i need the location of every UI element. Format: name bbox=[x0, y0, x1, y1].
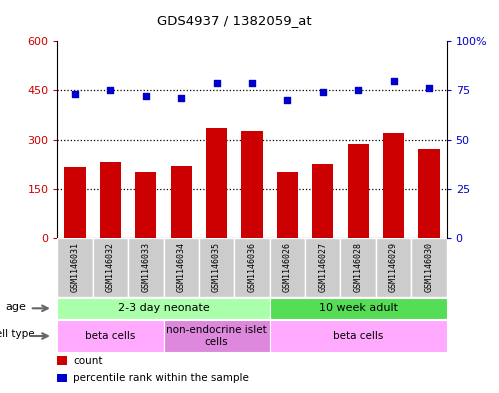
Text: GSM1146028: GSM1146028 bbox=[354, 242, 363, 292]
Bar bbox=[57, 356, 67, 365]
Text: GSM1146026: GSM1146026 bbox=[283, 242, 292, 292]
Bar bbox=[235, 238, 269, 297]
Text: beta cells: beta cells bbox=[85, 331, 136, 341]
Text: non-endocrine islet
cells: non-endocrine islet cells bbox=[166, 325, 267, 347]
Point bbox=[106, 87, 114, 94]
Bar bbox=[164, 238, 199, 297]
Bar bbox=[269, 320, 447, 352]
Point bbox=[390, 77, 398, 84]
Bar bbox=[418, 149, 440, 238]
Bar bbox=[411, 238, 447, 297]
Bar bbox=[312, 164, 333, 238]
Text: 2-3 day neonate: 2-3 day neonate bbox=[118, 303, 210, 313]
Text: GSM1146029: GSM1146029 bbox=[389, 242, 398, 292]
Bar bbox=[57, 238, 93, 297]
Bar bbox=[269, 238, 305, 297]
Text: GSM1146035: GSM1146035 bbox=[212, 242, 221, 292]
Point bbox=[283, 97, 291, 103]
Point bbox=[354, 87, 362, 94]
Text: cell type: cell type bbox=[0, 329, 35, 340]
Text: 10 week adult: 10 week adult bbox=[319, 303, 398, 313]
Text: GSM1146036: GSM1146036 bbox=[248, 242, 256, 292]
Bar bbox=[171, 166, 192, 238]
Text: GSM1146034: GSM1146034 bbox=[177, 242, 186, 292]
Text: GDS4937 / 1382059_at: GDS4937 / 1382059_at bbox=[157, 14, 312, 27]
Bar bbox=[242, 131, 262, 238]
Bar bbox=[199, 238, 235, 297]
Bar bbox=[383, 133, 404, 238]
Text: GSM1146031: GSM1146031 bbox=[70, 242, 79, 292]
Point bbox=[248, 79, 256, 86]
Point bbox=[319, 89, 327, 95]
Text: GSM1146033: GSM1146033 bbox=[141, 242, 150, 292]
Bar bbox=[305, 238, 340, 297]
Bar bbox=[93, 238, 128, 297]
Bar bbox=[347, 144, 369, 238]
Bar bbox=[340, 238, 376, 297]
Bar bbox=[57, 298, 269, 319]
Point bbox=[213, 79, 221, 86]
Bar bbox=[376, 238, 411, 297]
Text: age: age bbox=[5, 302, 26, 312]
Point bbox=[71, 91, 79, 97]
Bar bbox=[64, 167, 86, 238]
Bar bbox=[164, 320, 269, 352]
Text: count: count bbox=[73, 356, 102, 366]
Bar bbox=[206, 128, 227, 238]
Text: beta cells: beta cells bbox=[333, 331, 383, 341]
Text: GSM1146027: GSM1146027 bbox=[318, 242, 327, 292]
Text: percentile rank within the sample: percentile rank within the sample bbox=[73, 373, 249, 383]
Text: GSM1146030: GSM1146030 bbox=[425, 242, 434, 292]
Bar bbox=[135, 172, 157, 238]
Point bbox=[425, 85, 433, 92]
Bar bbox=[269, 298, 447, 319]
Point bbox=[177, 95, 185, 101]
Bar bbox=[57, 320, 164, 352]
Bar bbox=[100, 162, 121, 238]
Bar bbox=[128, 238, 164, 297]
Bar bbox=[277, 172, 298, 238]
Point bbox=[142, 93, 150, 99]
Bar bbox=[57, 374, 67, 382]
Text: GSM1146032: GSM1146032 bbox=[106, 242, 115, 292]
